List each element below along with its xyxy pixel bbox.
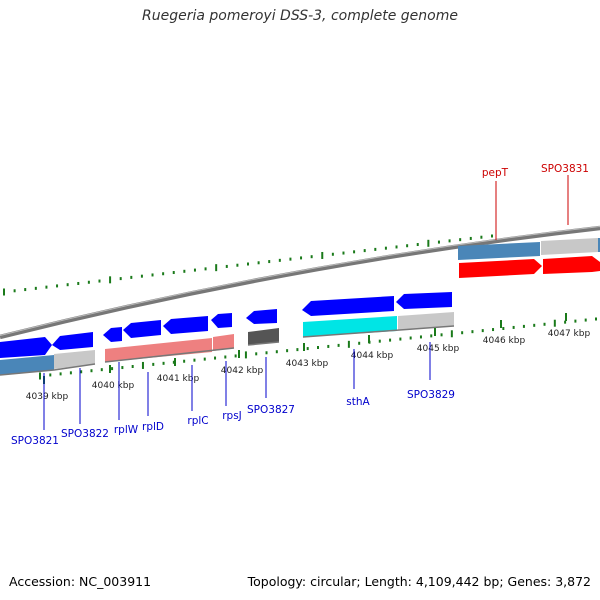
gene-bar <box>213 334 234 351</box>
gene-label-rpld: rplD <box>142 421 164 433</box>
gene-label-spo3829: SPO3829 <box>407 389 455 401</box>
gene-label-rplc: rplC <box>187 415 208 427</box>
gene-arrow <box>246 309 277 324</box>
scale-label-4042: 4042 kbp <box>221 366 264 376</box>
gene-bar <box>398 312 454 330</box>
gene-arrow <box>52 332 93 350</box>
gene-bar <box>105 338 212 362</box>
gene-arrow <box>396 292 452 309</box>
scale-label-4040: 4040 kbp <box>92 381 135 391</box>
gene-arrow <box>211 313 232 328</box>
gene-bar <box>248 328 279 345</box>
gene-bar <box>541 238 598 255</box>
scale-label-4045: 4045 kbp <box>417 344 460 354</box>
topology-label: Topology: circular; Length: 4,109,442 bp… <box>247 574 591 589</box>
gene-label-spo3822: SPO3822 <box>61 428 109 440</box>
scale-label-4043: 4043 kbp <box>286 359 329 369</box>
accession-label: Accession: NC_003911 <box>9 574 152 589</box>
gene-arrow <box>543 256 600 274</box>
gene-bar <box>0 355 54 375</box>
gene-arrow <box>302 296 394 316</box>
gene-label-spo3821: SPO3821 <box>11 435 59 447</box>
map-title: Ruegeria pomeroyi DSS-3, complete genome <box>142 8 458 24</box>
gene-arrows-lower <box>0 292 455 376</box>
gene-arrow <box>103 327 122 342</box>
gene-arrow <box>0 337 52 358</box>
scale-label-4041: 4041 kbp <box>157 374 200 384</box>
gene-label-spo3827: SPO3827 <box>247 404 295 416</box>
scale-label-4044: 4044 kbp <box>351 351 394 361</box>
scale-label-4046: 4046 kbp <box>483 336 526 346</box>
gene-arrow <box>163 316 208 334</box>
gene-arrow <box>123 320 161 338</box>
gene-label-stha: sthA <box>346 396 370 408</box>
gene-label-spo3831: SPO3831 <box>541 163 589 175</box>
genome-backbone <box>0 225 600 340</box>
gene-label-pept: pepT <box>482 167 509 179</box>
scale-ticks: 4039 kbp 4040 kbp 4041 kbp 4042 kbp 4043 kbp… <box>26 313 591 402</box>
gene-label-rpsj: rpsJ <box>222 410 242 422</box>
gene-label-rplw: rplW <box>114 424 139 436</box>
gene-arrows-upper <box>458 238 600 278</box>
scale-label-4039: 4039 kbp <box>26 392 69 402</box>
minor-tick-row <box>3 234 597 380</box>
gene-arrow <box>459 259 542 278</box>
scale-label-4047: 4047 kbp <box>548 329 591 339</box>
gene-bar <box>458 242 540 260</box>
gene-bar <box>54 350 95 369</box>
